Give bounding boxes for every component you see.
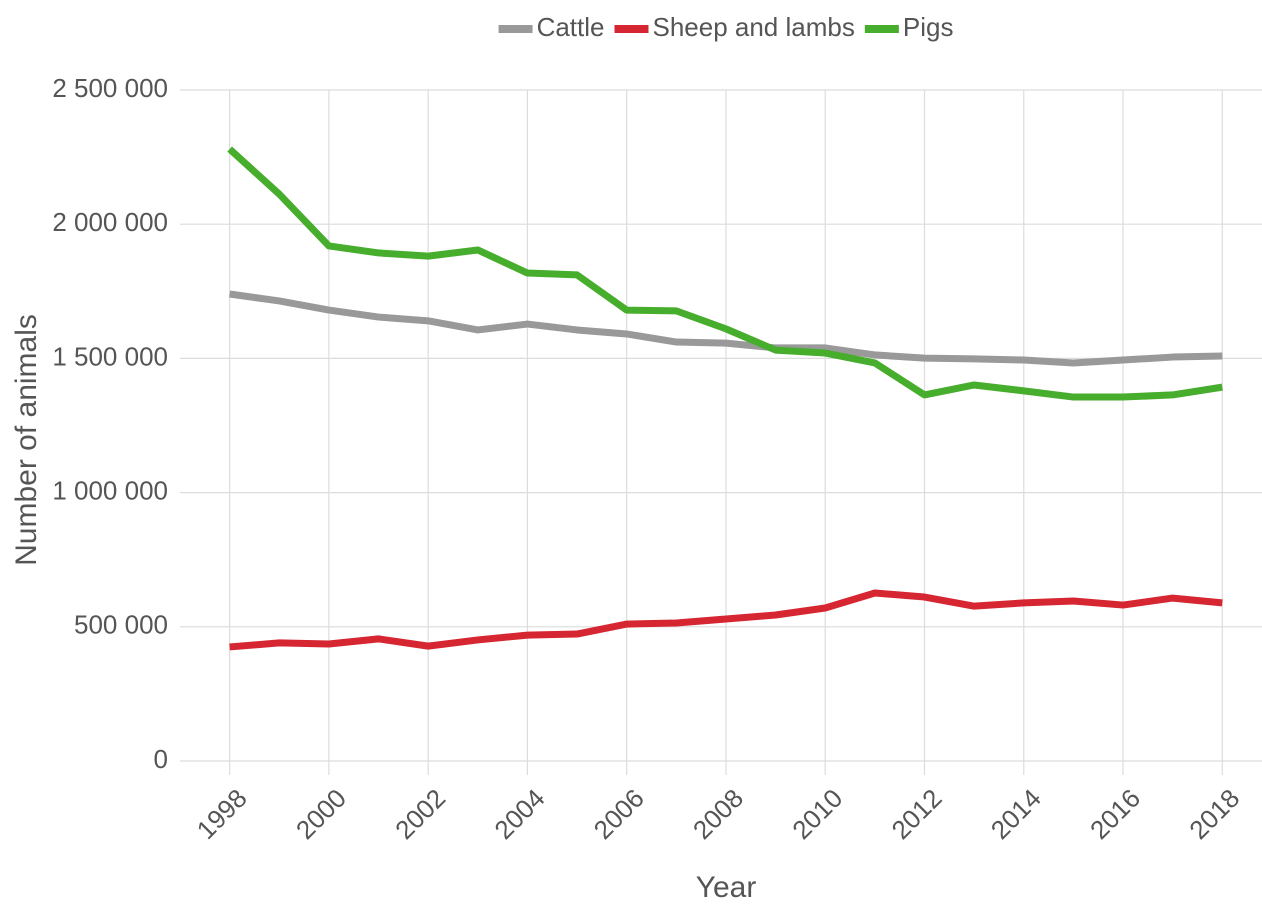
y-tick-label: 1 500 000 — [52, 341, 168, 371]
x-tick-label: 2010 — [786, 783, 848, 845]
x-tick-label: 2000 — [290, 783, 352, 845]
legend-label: Cattle — [537, 12, 605, 42]
legend-label: Pigs — [903, 12, 954, 42]
legend-label: Sheep and lambs — [652, 12, 854, 42]
x-tick-label: 2016 — [1084, 783, 1146, 845]
x-axis-label: Year — [696, 871, 757, 904]
y-tick-label: 1 000 000 — [52, 475, 168, 505]
x-tick-label: 2018 — [1183, 783, 1245, 845]
x-tick-label: 2002 — [389, 783, 451, 845]
x-tick-label: 2004 — [488, 783, 550, 845]
y-tick-label: 0 — [154, 744, 168, 774]
y-tick-label: 500 000 — [74, 610, 168, 640]
legend: Cattle Sheep and lambs Pigs — [498, 12, 954, 42]
series-line — [227, 146, 1223, 401]
x-tick-label: 2012 — [885, 783, 947, 845]
y-tick-label: 2 500 000 — [52, 73, 168, 103]
series-line — [229, 589, 1223, 651]
series-line — [229, 290, 1223, 367]
x-tick-label: 2006 — [588, 783, 650, 845]
x-tick-label: 2008 — [687, 783, 749, 845]
x-tick-label: 2014 — [985, 783, 1047, 845]
x-tick-label: 1998 — [191, 783, 253, 845]
y-tick-label: 2 000 000 — [52, 207, 168, 237]
y-axis-label: Number of animals — [10, 314, 43, 566]
